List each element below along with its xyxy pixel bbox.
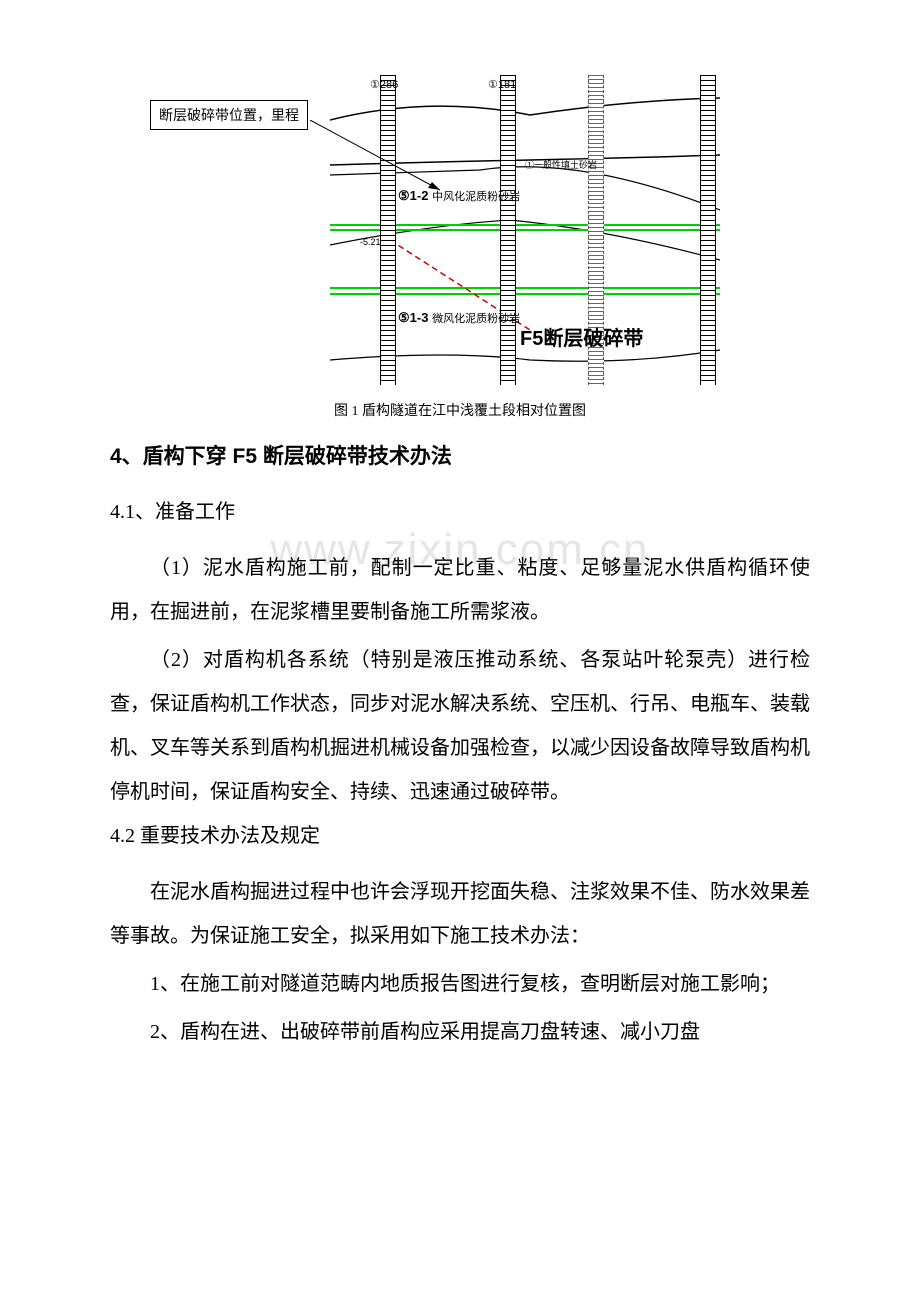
heading-section-4: 4、盾构下穿 F5 断层破碎带技术办法 [110, 438, 810, 476]
figure-container: 断层破碎带位置，里程 ①286 [110, 70, 810, 390]
heading-section-4-2: 4.2 重要技术办法及规定 [110, 818, 810, 854]
paragraph-4-2-intro: 在泥水盾构掘进过程中也许会浮现开挖面失稳、注浆效果不佳、防水效果差等事故。为保证… [110, 870, 810, 958]
paragraph-4-1-1: （1）泥水盾构施工前，配制一定比重、粘度、足够量泥水供盾构循环使用，在掘进前，在… [110, 546, 810, 634]
figure-caption: 图 1 盾构隧道在江中浅覆土段相对位置图 [110, 400, 810, 420]
label-small-marker: ①一般性填土砂岩 [525, 158, 597, 171]
heading-section-4-1: 4.1、准备工作 [110, 494, 810, 530]
paragraph-4-2-item-2: 2、盾构在进、出破碎带前盾构应采用提高刀盘转速、减小刀盘 [110, 1010, 810, 1054]
callout-box: 断层破碎带位置，里程 [150, 100, 308, 130]
label-fault-zone: F5断层破碎带 [520, 322, 643, 351]
paragraph-4-1-2: （2）对盾构机各系统（特别是液压推动系统、各泵站叶轮泵壳）进行检查，保证盾构机工… [110, 638, 810, 814]
label-top-1: ①286 [370, 78, 398, 91]
borehole-4 [700, 75, 716, 385]
label-layer-51-3: ⑤1-3 微风化泥质粉砂岩 [398, 310, 520, 326]
callout-text: 断层破碎带位置，里程 [159, 109, 299, 124]
label-elev: -5.21 [360, 237, 381, 247]
callout-leader-line [310, 120, 450, 200]
paragraph-4-2-item-1: 1、在施工前对隧道范畴内地质报告图进行复核，查明断层对施工影响； [110, 962, 810, 1006]
borehole-2 [500, 75, 516, 385]
label-top-2: ①181 [488, 78, 516, 91]
geological-diagram: ①286 ①181 ⑤1-2 中风化泥质粉砂岩 -5.21 ⑤1-3 微风化泥质… [330, 70, 720, 390]
